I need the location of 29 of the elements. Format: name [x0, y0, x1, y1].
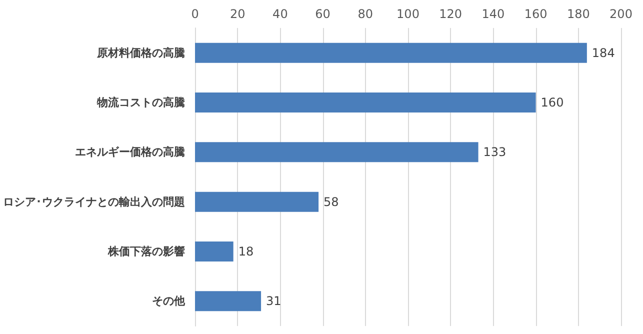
x-tick-label: 20: [230, 7, 246, 21]
bar: [195, 142, 478, 162]
bar: [195, 42, 587, 63]
x-tick-label: 100: [396, 7, 420, 21]
x-tick-label: 80: [358, 7, 374, 21]
data-label: 133: [483, 145, 506, 160]
data-label: 184: [592, 46, 615, 60]
y-tick-label: ロシア･ウクライナとの輸出入の問題: [3, 195, 185, 208]
data-label: 18: [238, 244, 254, 258]
bar: [195, 291, 262, 312]
x-tick-label: 140: [482, 7, 505, 21]
y-tick-label: エネルギー価格の高騰: [75, 146, 185, 159]
bar: [195, 92, 536, 112]
data-label: 160: [540, 96, 564, 110]
x-tick-label: 120: [439, 7, 462, 21]
x-tick-label: 60: [315, 7, 330, 21]
bar: [195, 242, 234, 262]
y-tick-label: 株価下落の影響: [107, 245, 185, 258]
x-tick-label: 180: [566, 7, 590, 21]
y-tick-label: 原材料価格の高騰: [96, 46, 185, 60]
x-tick-label: 200: [610, 7, 632, 21]
y-tick-label: 物流コストの高騰: [96, 96, 185, 109]
data-label: 31: [266, 294, 282, 308]
bar: [195, 192, 319, 212]
x-tick-label: 0: [191, 7, 199, 21]
y-tick-label: その他: [152, 294, 186, 308]
data-label: 58: [324, 194, 339, 209]
x-tick-label: 40: [272, 7, 288, 21]
x-tick-label: 160: [524, 7, 548, 21]
